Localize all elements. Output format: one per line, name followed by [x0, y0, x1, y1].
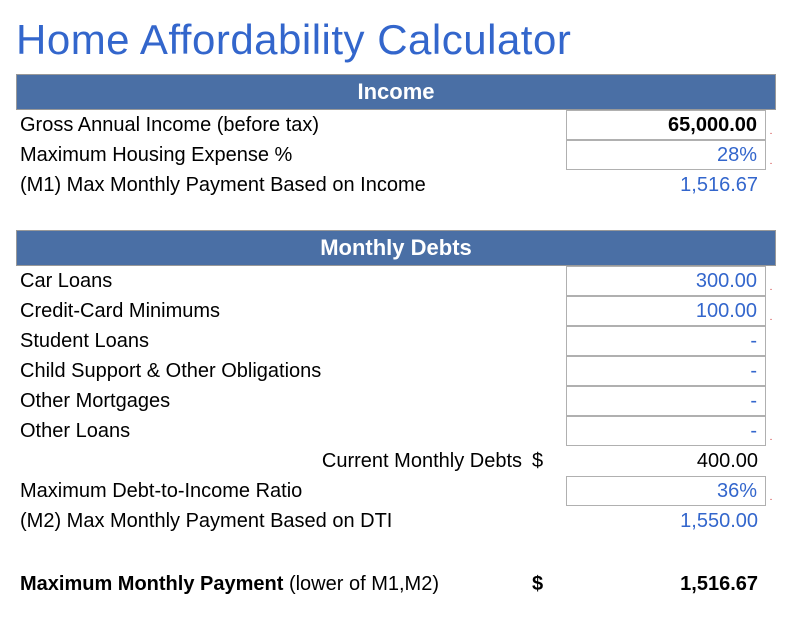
max-housing-input[interactable]: 28% — [566, 140, 766, 170]
empty-currency — [526, 170, 566, 200]
marker-icon: . — [766, 140, 776, 170]
m2-value: 1,550.00 — [566, 506, 766, 536]
empty-currency — [526, 296, 566, 326]
empty-currency — [526, 110, 566, 140]
income-header: Income — [16, 74, 776, 110]
page-title: Home Affordability Calculator — [16, 10, 776, 74]
result-currency: $ — [526, 573, 566, 596]
debt-item-input[interactable]: - — [566, 356, 766, 386]
m2-label: (M2) Max Monthly Payment Based on DTI — [16, 506, 526, 536]
marker-icon: . — [766, 296, 776, 326]
marker-icon: . — [766, 110, 776, 140]
current-debts-label: Current Monthly Debts — [16, 446, 526, 476]
row-dti: Maximum Debt-to-Income Ratio 36% . — [16, 476, 776, 506]
debt-item-label: Credit-Card Minimums — [16, 296, 526, 326]
empty-marker — [766, 356, 776, 386]
empty-marker — [766, 506, 776, 536]
debt-item-input[interactable]: - — [566, 386, 766, 416]
debt-item-label: Car Loans — [16, 266, 526, 296]
debt-item-label: Child Support & Other Obligations — [16, 356, 526, 386]
dti-input[interactable]: 36% — [566, 476, 766, 506]
row-current-debts: Current Monthly Debts $ 400.00 — [16, 446, 776, 476]
marker-icon: . — [766, 476, 776, 506]
current-debts-currency: $ — [526, 446, 566, 476]
debt-row: Student Loans - — [16, 326, 776, 356]
row-m1: (M1) Max Monthly Payment Based on Income… — [16, 170, 776, 200]
result-label: Maximum Monthly Payment (lower of M1,M2) — [16, 571, 526, 598]
empty-currency — [526, 386, 566, 416]
row-gross-income: Gross Annual Income (before tax) 65,000.… — [16, 110, 776, 140]
debt-item-input[interactable]: 300.00 — [566, 266, 766, 296]
max-housing-label: Maximum Housing Expense % — [16, 140, 526, 170]
empty-currency — [526, 326, 566, 356]
debt-row: Child Support & Other Obligations - — [16, 356, 776, 386]
empty-marker — [766, 170, 776, 200]
debt-item-input[interactable]: - — [566, 326, 766, 356]
empty-currency — [526, 416, 566, 446]
marker-icon: . — [766, 416, 776, 446]
current-debts-value: 400.00 — [566, 446, 766, 476]
row-m2: (M2) Max Monthly Payment Based on DTI 1,… — [16, 506, 776, 536]
debt-item-input[interactable]: 100.00 — [566, 296, 766, 326]
spacer — [16, 536, 776, 566]
empty-currency — [526, 266, 566, 296]
debt-row: Other Mortgages - — [16, 386, 776, 416]
empty-marker — [766, 386, 776, 416]
empty-currency — [526, 506, 566, 536]
empty-currency — [526, 476, 566, 506]
dti-label: Maximum Debt-to-Income Ratio — [16, 476, 526, 506]
empty-marker — [766, 446, 776, 476]
m1-value: 1,516.67 — [566, 170, 766, 200]
debts-header: Monthly Debts — [16, 230, 776, 266]
result-label-rest: (lower of M1,M2) — [283, 573, 439, 595]
gross-income-input[interactable]: 65,000.00 — [566, 110, 766, 140]
debt-row: Other Loans -. — [16, 416, 776, 446]
debt-item-input[interactable]: - — [566, 416, 766, 446]
gross-income-label: Gross Annual Income (before tax) — [16, 110, 526, 140]
row-result: Maximum Monthly Payment (lower of M1,M2)… — [16, 566, 776, 602]
empty-currency — [526, 356, 566, 386]
marker-icon: . — [766, 266, 776, 296]
empty-marker — [766, 583, 776, 586]
empty-marker — [766, 326, 776, 356]
debt-row: Car Loans 300.00. — [16, 266, 776, 296]
debt-item-label: Student Loans — [16, 326, 526, 356]
debt-item-label: Other Loans — [16, 416, 526, 446]
result-label-bold: Maximum Monthly Payment — [20, 573, 283, 595]
row-max-housing: Maximum Housing Expense % 28% . — [16, 140, 776, 170]
spacer — [16, 200, 776, 230]
m1-label: (M1) Max Monthly Payment Based on Income — [16, 170, 526, 200]
debt-item-label: Other Mortgages — [16, 386, 526, 416]
debt-row: Credit-Card Minimums 100.00. — [16, 296, 776, 326]
result-value: 1,516.67 — [566, 573, 766, 596]
empty-currency — [526, 140, 566, 170]
